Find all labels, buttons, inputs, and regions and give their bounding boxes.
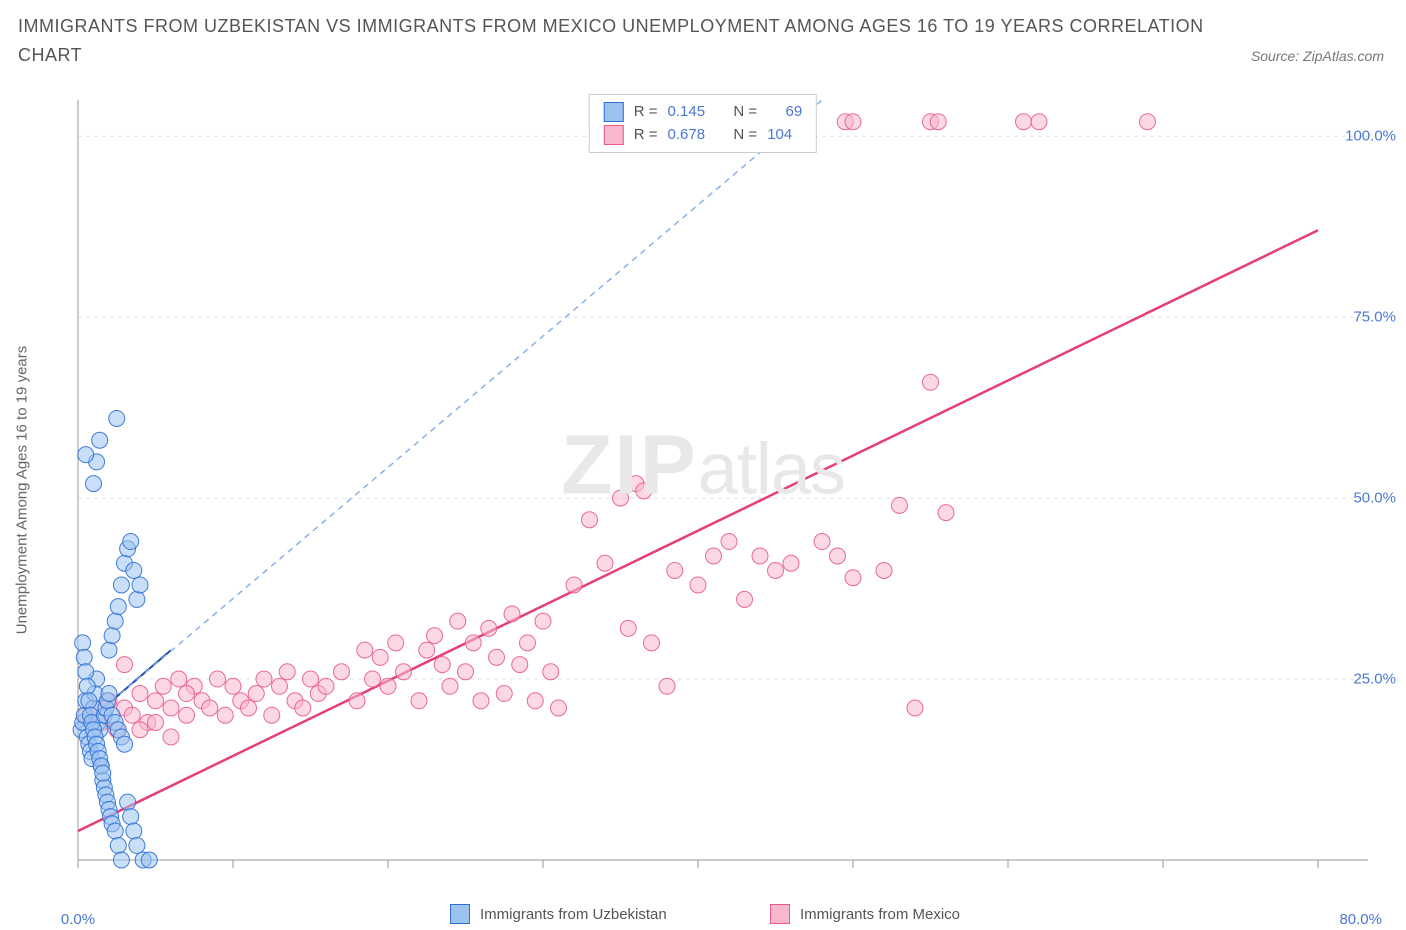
legend-swatch-a: [450, 904, 470, 924]
xtick-0: 0.0%: [61, 911, 95, 928]
stats-r-label-b: R =: [634, 124, 658, 147]
legend-series-b: Immigrants from Mexico: [770, 904, 960, 924]
legend-swatch-b: [770, 904, 790, 924]
stats-n-value-a: 69: [786, 101, 803, 124]
stats-swatch-a: [604, 102, 624, 122]
legend-series-a: Immigrants from Uzbekistan: [450, 904, 667, 924]
source-attribution: Source: ZipAtlas.com: [1251, 48, 1384, 64]
legend-label-a: Immigrants from Uzbekistan: [480, 906, 667, 923]
stats-row-b: R = 0.678 N = 104: [604, 124, 802, 147]
chart-title: IMMIGRANTS FROM UZBEKISTAN VS IMMIGRANTS…: [18, 12, 1218, 70]
ytick-75: 75.0%: [1353, 309, 1396, 326]
y-axis-label: Unemployment Among Ages 16 to 19 years: [14, 346, 31, 635]
stats-n-label-b: N =: [733, 124, 757, 147]
stats-swatch-b: [604, 125, 624, 145]
scatter-plot: [60, 92, 1386, 890]
ytick-50: 50.0%: [1353, 490, 1396, 507]
ytick-25: 25.0%: [1353, 671, 1396, 688]
stats-row-a: R = 0.145 N = 69: [604, 101, 802, 124]
stats-n-label-a: N =: [733, 101, 757, 124]
stats-n-value-b: 104: [767, 124, 792, 147]
legend-label-b: Immigrants from Mexico: [800, 906, 960, 923]
plot-svg: [60, 92, 1386, 890]
stats-r-value-a: 0.145: [668, 101, 706, 124]
stats-r-label-a: R =: [634, 101, 658, 124]
ytick-100: 100.0%: [1345, 128, 1396, 145]
stats-legend-box: R = 0.145 N = 69 R = 0.678 N = 104: [589, 94, 817, 153]
xtick-80: 80.0%: [1339, 911, 1382, 928]
stats-r-value-b: 0.678: [668, 124, 706, 147]
